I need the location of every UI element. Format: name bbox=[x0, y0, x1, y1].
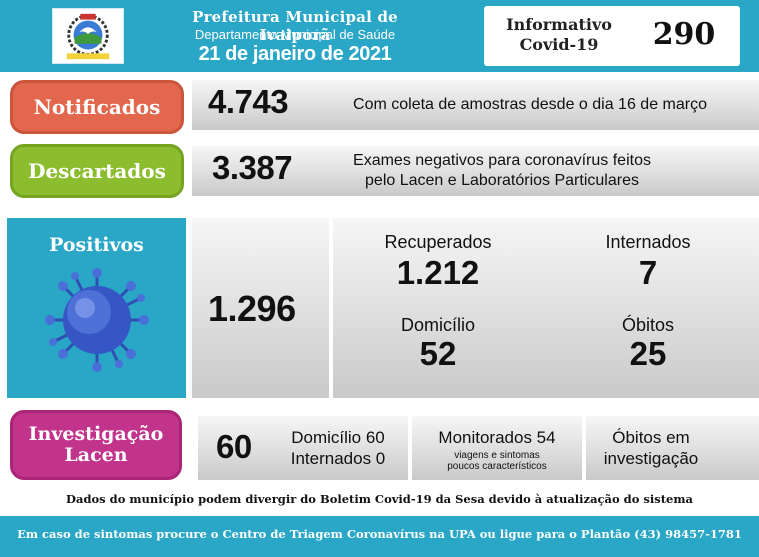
domicilio-label: Domicílio bbox=[400, 315, 475, 335]
data-disclaimer: Dados do município podem divergir do Bol… bbox=[66, 492, 693, 506]
recuperados-value: 1.212 bbox=[396, 254, 480, 291]
footer-contact-text: Em caso de sintomas procure o Centro de … bbox=[17, 527, 742, 541]
department-name: Departamento Municipal de Saúde bbox=[194, 27, 396, 42]
investigacao-count-panel: 60 Domicílio 60 Internados 0 bbox=[198, 416, 408, 480]
descartados-label: Descartados bbox=[28, 159, 166, 183]
monitorados-note-line2: poucos característicos bbox=[447, 461, 547, 472]
positivos-value: 1.296 bbox=[208, 288, 296, 329]
investigacao-label-line1: Investigação bbox=[28, 423, 164, 445]
municipality-title: Prefeitura Municipal de Ivaiporã bbox=[192, 8, 398, 44]
descartados-description-line1: Exames negativos para coronavírus feitos bbox=[353, 152, 651, 169]
positivos-breakdown-panel: Recuperados 1.212 Internados 7 Domicílio… bbox=[333, 218, 759, 398]
investigacao-pill: Investigação Lacen bbox=[10, 410, 182, 480]
obitos-label: Óbitos bbox=[621, 315, 675, 335]
investigacao-internados: Internados 0 bbox=[290, 449, 386, 468]
header-banner: Prefeitura Municipal de Ivaiporã Departa… bbox=[0, 0, 759, 72]
bulletin-date: 21 de janeiro de 2021 bbox=[198, 43, 392, 65]
notificados-pill: Notificados bbox=[10, 80, 184, 134]
investigacao-domicilio: Domicílio 60 bbox=[291, 428, 385, 447]
notificados-panel: 4.743 Com coleta de amostras desde o dia… bbox=[192, 80, 759, 130]
descartados-value: 3.387 bbox=[212, 149, 293, 186]
notificados-value: 4.743 bbox=[208, 83, 289, 120]
obitos-investigacao-line2: investigação bbox=[603, 449, 699, 468]
positivos-total-panel: 1.296 bbox=[192, 218, 329, 398]
internados-label: Internados bbox=[605, 232, 691, 252]
notificados-label: Notificados bbox=[33, 95, 161, 119]
descartados-panel: 3.387 Exames negativos para coronavírus … bbox=[192, 146, 759, 196]
obitos-value: 25 bbox=[629, 335, 667, 372]
monitorados-count: Monitorados 54 bbox=[438, 428, 556, 447]
obitos-investigacao-line1: Óbitos em bbox=[612, 428, 690, 447]
monitorados-panel: Monitorados 54 viagens e sintomas poucos… bbox=[412, 416, 582, 480]
positivos-label: Positivos bbox=[49, 234, 144, 256]
bulletin-number: 290 bbox=[652, 17, 716, 52]
municipal-coat-of-arms-logo bbox=[52, 8, 124, 64]
recuperados-label: Recuperados bbox=[384, 232, 492, 252]
descartados-description-line2: pelo Lacen e Laboratórios Particulares bbox=[365, 172, 639, 189]
bulletin-label: Informativo Covid-19 bbox=[506, 15, 612, 54]
notificados-description: Com coleta de amostras desde o dia 16 de… bbox=[353, 96, 707, 113]
footer-banner: Em caso de sintomas procure o Centro de … bbox=[0, 516, 759, 557]
domicilio-value: 52 bbox=[419, 335, 457, 372]
descartados-pill: Descartados bbox=[10, 144, 184, 198]
positivos-box: Positivos bbox=[7, 218, 186, 398]
internados-value: 7 bbox=[638, 254, 658, 291]
obitos-investigacao-panel: Óbitos em investigação bbox=[586, 416, 759, 480]
coronavirus-icon bbox=[45, 268, 149, 372]
investigacao-label-line2: Lacen bbox=[64, 444, 128, 466]
bulletin-info-box: Informativo Covid-19 290 bbox=[484, 6, 740, 66]
investigacao-value: 60 bbox=[216, 428, 252, 465]
monitorados-note-line1: viagens e sintomas bbox=[454, 450, 540, 461]
